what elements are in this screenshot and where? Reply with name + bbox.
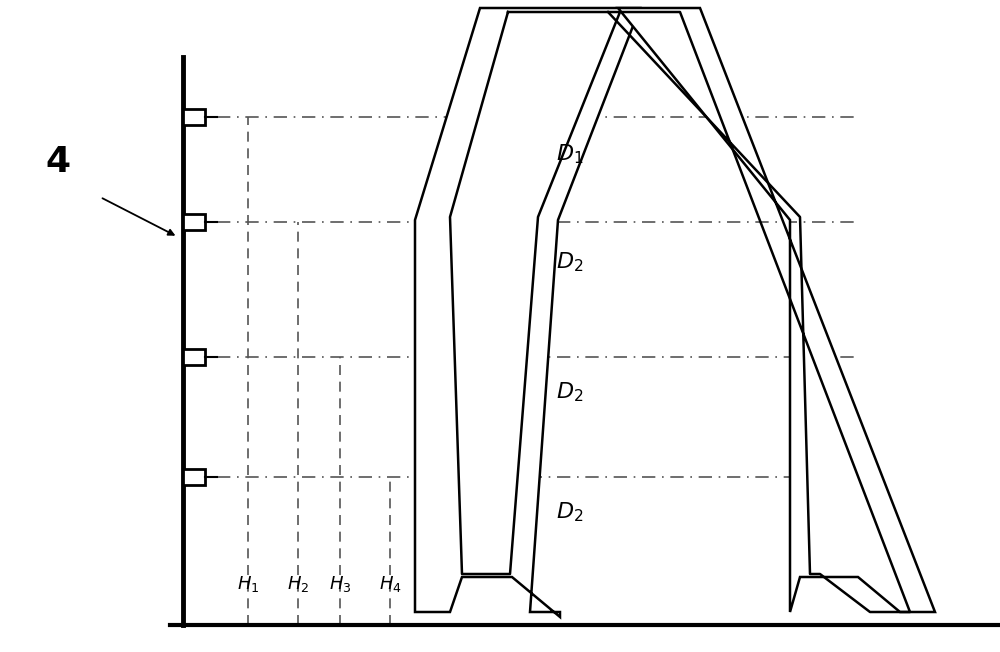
Bar: [183, 214, 205, 230]
Bar: [183, 109, 205, 125]
Bar: [183, 469, 205, 485]
Text: $\mathit{H}_{3}$: $\mathit{H}_{3}$: [329, 574, 351, 594]
Text: $\mathit{D}_{2}$: $\mathit{D}_{2}$: [556, 500, 584, 524]
Text: $\mathit{H}_{1}$: $\mathit{H}_{1}$: [237, 574, 259, 594]
Text: $\mathit{D}_{1}$: $\mathit{D}_{1}$: [556, 142, 584, 166]
Text: 4: 4: [45, 145, 71, 179]
Text: $\mathit{H}_{2}$: $\mathit{H}_{2}$: [287, 574, 309, 594]
Text: $\mathit{D}_{2}$: $\mathit{D}_{2}$: [556, 250, 584, 274]
Text: $\mathit{H}_{4}$: $\mathit{H}_{4}$: [379, 574, 401, 594]
Polygon shape: [415, 8, 640, 617]
Bar: [183, 349, 205, 365]
Polygon shape: [618, 8, 935, 612]
Text: $\mathit{D}_{2}$: $\mathit{D}_{2}$: [556, 380, 584, 404]
